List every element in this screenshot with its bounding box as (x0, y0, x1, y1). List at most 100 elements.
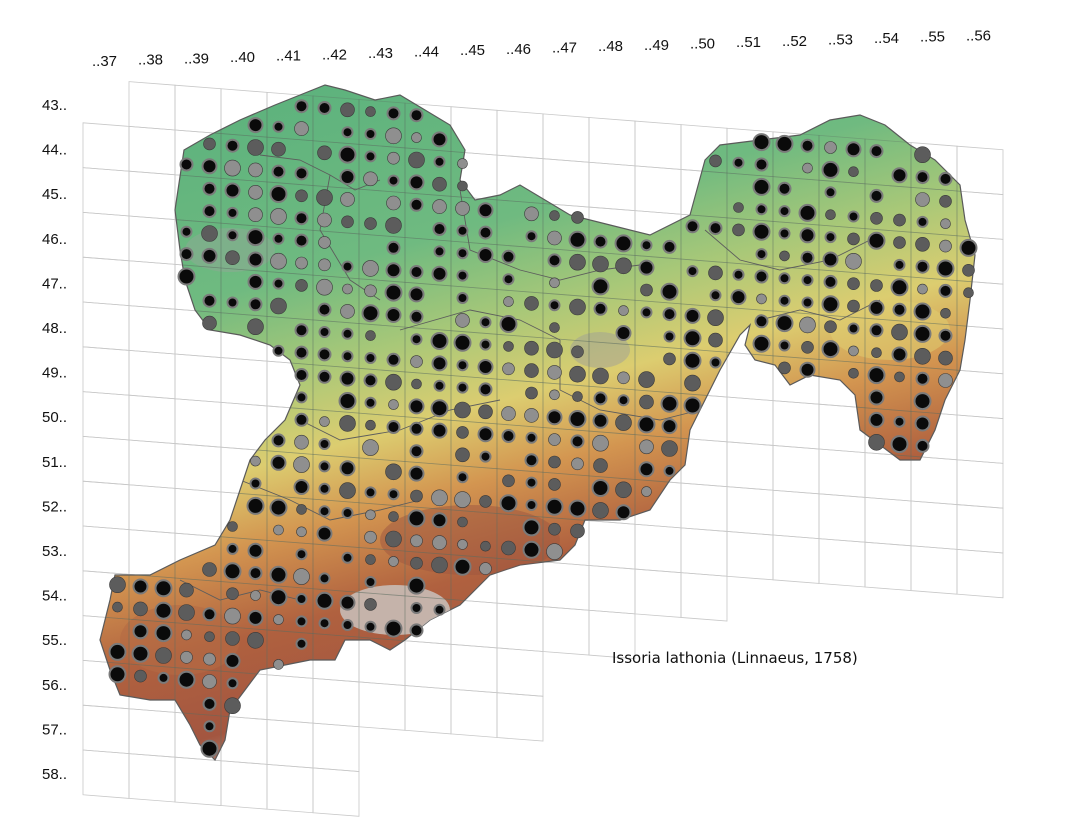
occurrence-dot (363, 373, 378, 388)
occurrence-dot (108, 665, 127, 684)
occurrence-dot (755, 203, 768, 216)
occurrence-dot (890, 278, 909, 297)
occurrence-dot (593, 391, 608, 406)
occurrence-dot (225, 250, 240, 266)
occurrence-dot (363, 171, 378, 187)
occurrence-dot (387, 488, 400, 501)
grid-cell (910, 186, 958, 237)
grid-cell (864, 272, 912, 323)
occurrence-dot (640, 239, 653, 252)
row-label: 51.. (42, 454, 67, 471)
occurrence-dot (477, 426, 494, 443)
grid-cell (680, 482, 728, 532)
occurrence-dot (549, 389, 560, 401)
occurrence-dot (317, 369, 332, 384)
occurrence-dot (457, 180, 468, 192)
occurrence-dot (756, 293, 767, 305)
grid-cell (818, 538, 866, 588)
occurrence-dot (177, 670, 196, 689)
grid-cell (358, 233, 406, 283)
occurrence-dot (177, 267, 196, 286)
occurrence-dot (226, 677, 239, 690)
grid-cell (128, 618, 176, 669)
occurrence-dot (549, 277, 560, 289)
grid-cell (128, 708, 176, 758)
occurrence-dot (341, 327, 354, 340)
occurrence-dot (250, 590, 261, 601)
occurrence-dot (456, 426, 469, 439)
occurrence-dot (777, 181, 792, 196)
grid-cell (680, 572, 728, 622)
grid-cell (910, 455, 958, 506)
grid-cell (404, 461, 452, 511)
occurrence-dot (272, 344, 285, 357)
grid-cell (312, 364, 360, 414)
occurrence-dot (202, 674, 217, 689)
occurrence-dot (778, 272, 791, 285)
occurrence-dot (568, 410, 587, 428)
occurrence-dot (478, 382, 493, 397)
grid-cell (634, 120, 682, 170)
occurrence-dot (409, 108, 424, 123)
occurrence-dot (339, 415, 356, 432)
grid-cell (128, 305, 176, 355)
occurrence-dot (338, 392, 357, 410)
occurrence-dot (227, 521, 238, 532)
column-label: ..40 (230, 49, 255, 66)
column-labels: ..37 ..38 ..39 ..40 ..41 ..42 ..43 ..44 ..45 ..46… (92, 27, 991, 70)
occurrence-dot (433, 379, 446, 392)
grid-cell (450, 688, 498, 738)
row-label: 53.. (42, 543, 67, 560)
grid-cell (220, 401, 268, 452)
occurrence-dot (637, 415, 656, 434)
grid-cell (266, 136, 314, 186)
occurrence-dot (479, 495, 492, 508)
occurrence-dot (893, 415, 906, 428)
occurrence-dot (457, 539, 468, 550)
occurrence-dot (409, 444, 424, 459)
row-label: 43.. (42, 97, 67, 114)
grid-cell (634, 299, 682, 350)
occurrence-dot (845, 252, 862, 270)
grid-cell (910, 545, 958, 595)
occurrence-dot (848, 345, 859, 357)
occurrence-dot (200, 739, 219, 758)
column-label: ..46 (506, 41, 531, 58)
grid-cell (864, 541, 912, 592)
occurrence-dot (824, 231, 837, 244)
occurrence-dot (109, 576, 126, 594)
row-labels: 43.. 44.. 45.. 46.. 47.. 48.. 49.. 50.. 51.. 52..… (42, 97, 67, 783)
grid-cell (726, 262, 774, 312)
occurrence-dot (269, 565, 288, 584)
occurrence-dot (548, 455, 561, 469)
occurrence-dot (938, 283, 953, 298)
occurrence-dot (155, 647, 172, 664)
grid-cell (450, 464, 498, 514)
grid-cell (174, 398, 222, 448)
occurrence-dot (431, 265, 448, 282)
occurrence-dot (247, 542, 264, 559)
grid-cell (128, 753, 176, 760)
occurrence-dot (501, 540, 516, 556)
occurrence-dot (913, 324, 932, 343)
occurrence-dot (457, 158, 468, 169)
grid-cell (726, 486, 774, 536)
occurrence-dot (936, 259, 955, 278)
grid-cell (634, 165, 682, 215)
grid-cell (496, 244, 544, 294)
occurrence-dot (294, 166, 309, 181)
grid-cell (100, 391, 130, 441)
occurrence-dot (824, 186, 837, 199)
occurrence-dot (547, 230, 562, 246)
grid-cell (496, 513, 544, 563)
occurrence-dot (940, 218, 951, 229)
occurrence-dot (479, 338, 492, 351)
occurrence-dot (295, 279, 308, 292)
occurrence-dot (272, 277, 285, 290)
occurrence-dot (503, 296, 514, 307)
occurrence-dot (318, 505, 331, 518)
occurrence-dot (318, 326, 331, 338)
grid-cell (772, 444, 820, 495)
grid-cell (450, 240, 498, 290)
occurrence-dot (617, 394, 630, 407)
